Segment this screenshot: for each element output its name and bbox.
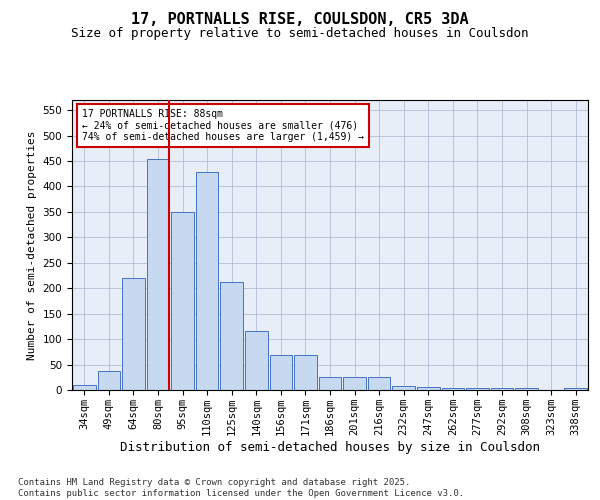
Bar: [196, 172, 218, 390]
Text: 17 PORTNALLS RISE: 88sqm
← 24% of semi-detached houses are smaller (476)
74% of : 17 PORTNALLS RISE: 88sqm ← 24% of semi-d…: [82, 108, 364, 142]
Bar: [491, 388, 514, 390]
Bar: [368, 378, 391, 390]
Text: Size of property relative to semi-detached houses in Coulsdon: Size of property relative to semi-detach…: [71, 28, 529, 40]
Bar: [343, 378, 366, 390]
Bar: [392, 386, 415, 390]
Bar: [122, 278, 145, 390]
Text: 17, PORTNALLS RISE, COULSDON, CR5 3DA: 17, PORTNALLS RISE, COULSDON, CR5 3DA: [131, 12, 469, 28]
Bar: [171, 212, 194, 390]
Bar: [466, 388, 489, 390]
Bar: [146, 158, 169, 390]
Bar: [269, 356, 292, 390]
Bar: [442, 388, 464, 390]
Bar: [220, 282, 243, 390]
Y-axis label: Number of semi-detached properties: Number of semi-detached properties: [27, 130, 37, 360]
Bar: [319, 378, 341, 390]
Bar: [417, 388, 440, 390]
Bar: [294, 356, 317, 390]
Bar: [98, 370, 120, 390]
Bar: [245, 332, 268, 390]
Bar: [565, 388, 587, 390]
X-axis label: Distribution of semi-detached houses by size in Coulsdon: Distribution of semi-detached houses by …: [120, 440, 540, 454]
Text: Contains HM Land Registry data © Crown copyright and database right 2025.
Contai: Contains HM Land Registry data © Crown c…: [18, 478, 464, 498]
Bar: [515, 388, 538, 390]
Bar: [73, 385, 95, 390]
